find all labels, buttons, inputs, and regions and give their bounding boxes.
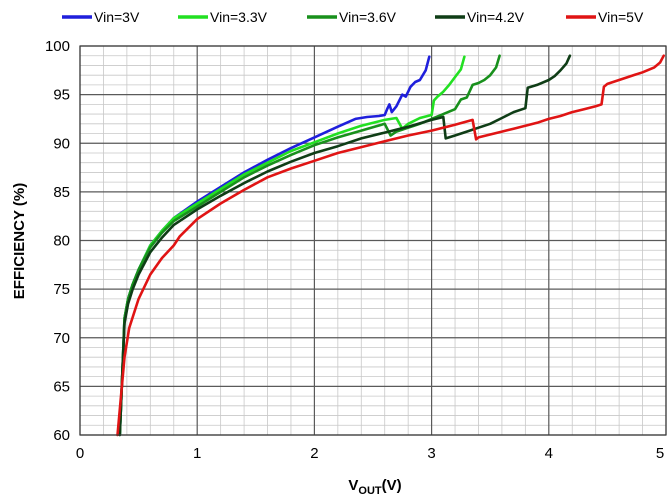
x-tick-label: 1 [193,445,201,462]
x-tick-label: 3 [427,445,435,462]
x-tick-label: 5 [656,445,664,462]
y-tick-label: 100 [45,38,70,55]
y-tick-label: 70 [53,330,70,347]
y-axis-title: EFFICIENCY (%) [11,183,28,299]
legend-label-1: Vin=3V [94,9,140,25]
y-tick-label: 60 [53,427,70,444]
plot-frame [79,45,667,436]
y-axis-tick-labels: 60 65 70 75 80 85 90 95 100 [45,38,70,444]
series-line-4 [118,54,572,437]
legend-label-2: Vin=3.3V [210,9,268,25]
series-line-3 [118,54,501,437]
x-axis-tick-labels: 0 1 2 3 4 5 [76,445,664,462]
legend-label-5: Vin=5V [598,9,644,25]
x-axis-title-main: V [348,477,358,494]
series-line-5 [116,54,666,437]
plot-area-border [79,45,667,436]
x-axis-title: VOUT(V) [348,477,401,496]
x-tick-label: 2 [310,445,318,462]
y-tick-label: 95 [53,87,70,104]
series-line-2 [118,55,466,437]
legend-label-3: Vin=3.6V [339,9,397,25]
y-tick-label: 90 [53,135,70,152]
series-lines [116,54,666,437]
x-tick-label: 0 [76,445,84,462]
y-tick-label: 75 [53,281,70,298]
y-tick-label: 80 [53,233,70,250]
y-tick-label: 65 [53,378,70,395]
x-tick-label: 4 [545,445,553,462]
y-tick-label: 85 [53,184,70,201]
series-line-1 [118,55,431,437]
x-axis-title-subscript: OUT [358,485,382,496]
legend: Vin=3V Vin=3.3V Vin=3.6V Vin=4.2V Vin=5V [62,9,644,25]
legend-label-4: Vin=4.2V [467,9,525,25]
x-axis-title-unit: (V) [382,477,402,494]
